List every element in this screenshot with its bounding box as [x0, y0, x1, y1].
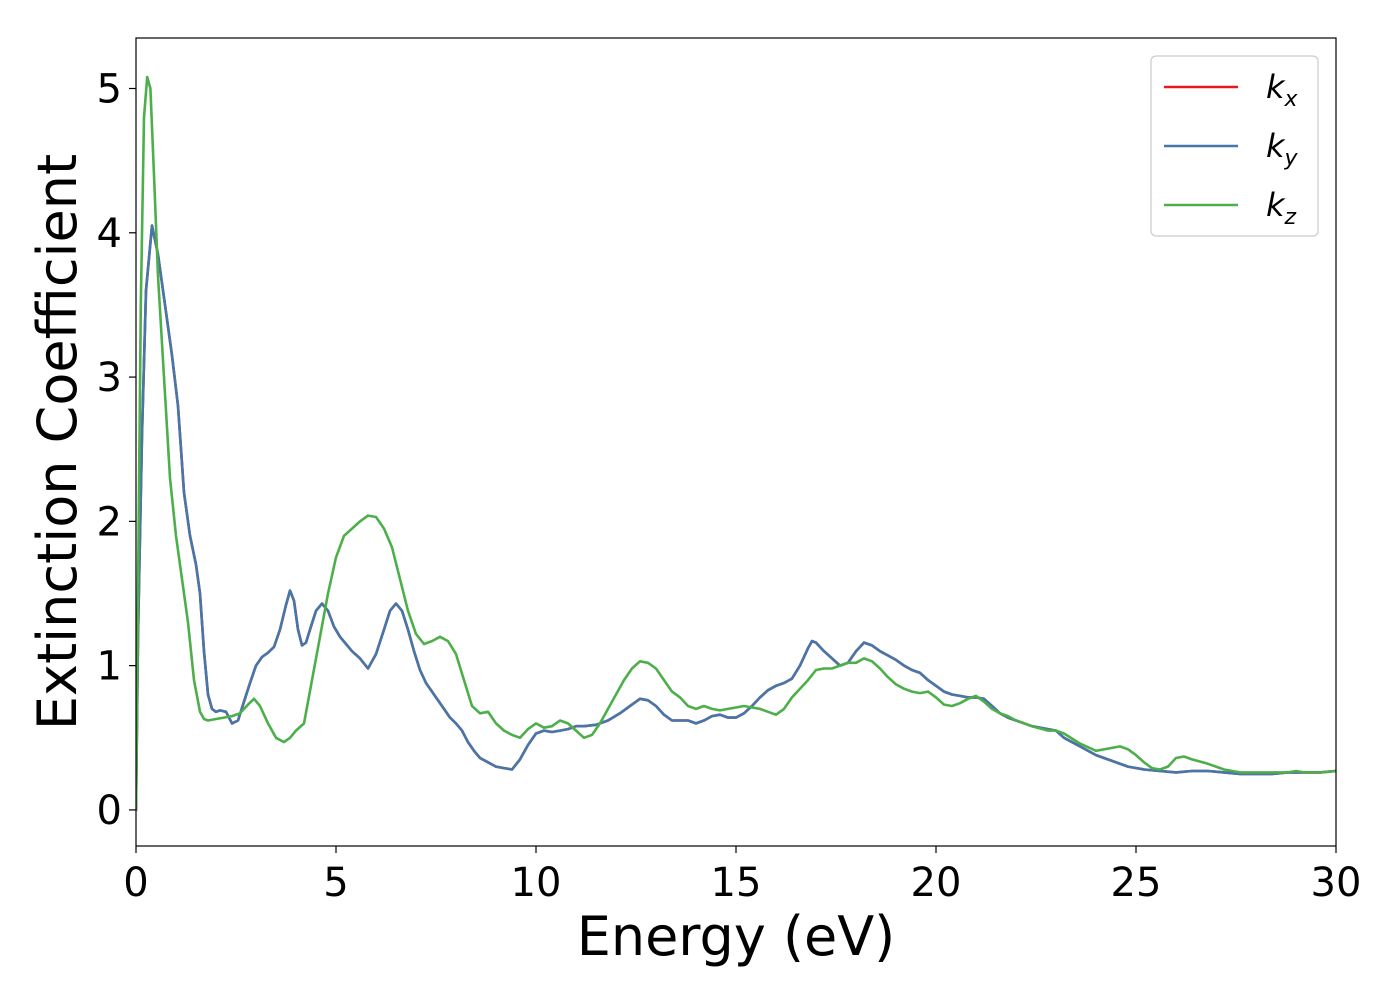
x-tick-label: 15 [711, 860, 762, 906]
series-line-k-z [136, 75, 1336, 812]
legend-label-k-x: kx [1266, 68, 1299, 112]
y-axis-ticks: 0 1 2 3 4 5 [97, 67, 136, 834]
x-tick-label: 30 [1311, 860, 1362, 906]
x-tick-label: 5 [323, 860, 348, 906]
legend-label-k-z: kz [1266, 186, 1297, 230]
series-line-k-y [136, 224, 1336, 812]
series-lines [136, 75, 1336, 812]
legend: kx ky kz [1150, 55, 1319, 237]
y-tick-label: 1 [97, 644, 122, 690]
x-tick-label: 10 [511, 860, 562, 906]
y-tick-label: 5 [97, 67, 122, 113]
y-tick-label: 2 [97, 499, 122, 545]
x-tick-label: 0 [123, 860, 148, 906]
x-axis-ticks: 0 5 10 15 20 25 30 [123, 846, 1361, 906]
legend-label-k-y: ky [1266, 127, 1299, 171]
x-axis-title: Energy (eV) [577, 905, 896, 968]
y-axis-title: Extinction Coefficient [26, 154, 89, 730]
plot-frame [135, 37, 1337, 847]
x-tick-label: 25 [1111, 860, 1162, 906]
x-tick-label: 20 [911, 860, 962, 906]
y-tick-label: 4 [97, 211, 122, 257]
y-tick-label: 3 [97, 355, 122, 401]
y-tick-label: 0 [97, 788, 122, 834]
